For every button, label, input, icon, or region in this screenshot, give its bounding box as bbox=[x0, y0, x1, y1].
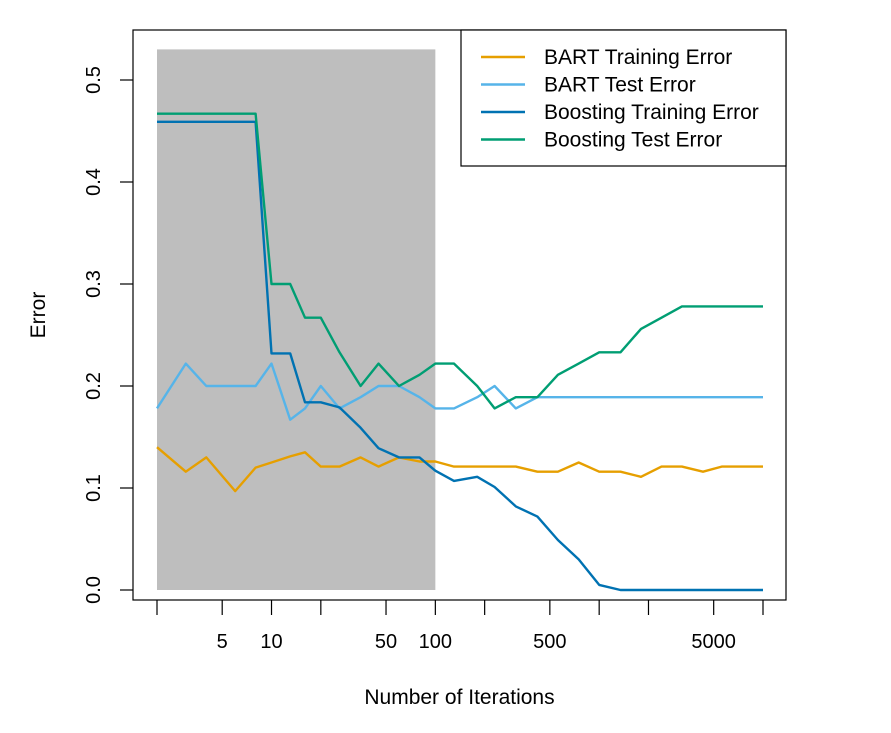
x-tick-label: 10 bbox=[260, 631, 282, 653]
x-tick-label: 100 bbox=[419, 631, 452, 653]
y-tick-label: 0.3 bbox=[83, 270, 105, 298]
x-tick-label: 500 bbox=[533, 631, 566, 653]
shaded-region-layer bbox=[157, 49, 436, 590]
series-line-2 bbox=[157, 120, 763, 592]
series-layer bbox=[155, 112, 763, 592]
x-axis: 5 10 50 100 500 5000 bbox=[156, 600, 764, 653]
y-tick-label: 0.0 bbox=[83, 576, 105, 604]
y-tick-label: 0.5 bbox=[83, 66, 105, 94]
series-line-1 bbox=[155, 362, 763, 421]
legend-label-1: BART Test Error bbox=[544, 74, 696, 97]
legend-box bbox=[460, 29, 787, 167]
y-tick-label: 0.2 bbox=[83, 372, 105, 400]
plot-frame bbox=[132, 29, 787, 601]
shaded-region bbox=[157, 49, 436, 590]
legend-label-3: Boosting Test Error bbox=[544, 129, 722, 152]
y-tick-label: 0.4 bbox=[83, 168, 105, 196]
legend-label-0: BART Training Error bbox=[544, 46, 732, 69]
series-line-0 bbox=[156, 446, 763, 493]
x-axis-title: Number of Iterations bbox=[364, 686, 554, 709]
x-tick-label: 5 bbox=[217, 631, 228, 653]
legend: BART Training Error BART Test Error Boosti… bbox=[460, 29, 787, 167]
y-axis-title: Error bbox=[27, 292, 50, 339]
series-line-3 bbox=[157, 112, 763, 410]
x-tick-label: 50 bbox=[375, 631, 397, 653]
x-tick-label: 5000 bbox=[691, 631, 736, 653]
y-axis: 0.0 0.1 0.2 0.3 0.4 0.5 bbox=[83, 66, 133, 604]
y-tick-label: 0.1 bbox=[83, 474, 105, 502]
legend-label-2: Boosting Training Error bbox=[544, 101, 759, 124]
